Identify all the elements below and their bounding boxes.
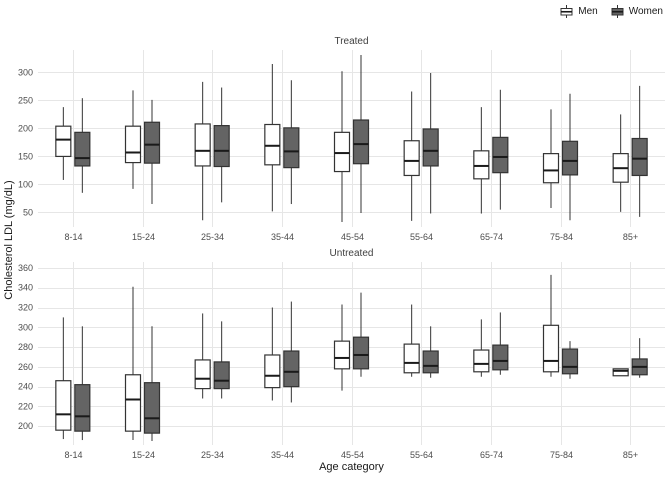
box-men-45-54: [333, 131, 351, 173]
y-axis-title: Cholesterol LDL (mg/dL): [3, 180, 15, 300]
legend-label-men: Men: [578, 6, 598, 17]
y-tick-label: 300: [18, 67, 33, 77]
box-men-8-14: [55, 380, 72, 431]
x-tick-label: 15-24: [132, 450, 155, 460]
y-tick-label: 280: [18, 342, 33, 352]
box-men-65-74: [473, 349, 490, 373]
x-tick-label: 65-74: [480, 450, 503, 460]
box-men-25-34: [194, 359, 211, 390]
x-tick-label: 75-84: [550, 232, 573, 242]
x-tick-label: 25-34: [201, 232, 224, 242]
box-women-15-24: [143, 121, 161, 164]
y-tick-label: 240: [18, 382, 33, 392]
y-tick-label: 360: [18, 263, 33, 273]
legend-entry-women: Women: [610, 4, 663, 19]
y-tick-label: 200: [18, 123, 33, 133]
box-women-55-64: [422, 350, 439, 374]
box-men-35-44: [264, 123, 281, 166]
box-women-45-54: [352, 119, 370, 165]
legend-label-women: Women: [628, 6, 663, 17]
box-women-35-44: [283, 350, 300, 388]
x-tick-label: 55-64: [410, 450, 433, 460]
x-tick-label: 8-14: [64, 232, 82, 242]
box-men-65-74: [473, 150, 490, 180]
box-women-8-14: [74, 131, 91, 167]
x-tick-label: 85+: [623, 450, 638, 460]
box-women-25-34: [213, 361, 230, 390]
box-women-65-74: [492, 136, 509, 174]
box-men-15-24: [124, 125, 142, 164]
y-tick-label: 200: [18, 421, 33, 431]
box-women-45-54: [352, 336, 370, 370]
x-axis-title: Age category: [319, 461, 384, 473]
box-men-75-84: [542, 153, 560, 184]
box-men-25-34: [194, 123, 211, 167]
facet-title-untreated: Untreated: [329, 248, 374, 259]
box-women-75-84: [561, 140, 579, 176]
y-tick-label: 320: [18, 303, 33, 313]
box-men-8-14: [55, 125, 72, 158]
box-women-65-74: [492, 344, 509, 371]
box-women-8-14: [74, 384, 91, 432]
box-women-35-44: [283, 127, 300, 169]
y-tick-label: 150: [18, 151, 33, 161]
x-tick-label: 65-74: [480, 232, 503, 242]
x-tick-label: 75-84: [550, 450, 573, 460]
boxplot-key-women-icon: [611, 5, 624, 18]
y-tick-label: 340: [18, 283, 33, 293]
legend: Men Women: [559, 4, 663, 19]
x-tick-label: 55-64: [410, 232, 433, 242]
x-tick-label: 25-34: [201, 450, 224, 460]
x-tick-label: 85+: [623, 232, 638, 242]
y-tick-label: 50: [23, 207, 33, 217]
box-women-55-64: [422, 128, 439, 167]
box-men-85+: [612, 368, 629, 377]
box-women-25-34: [213, 125, 230, 168]
facet-title-treated: Treated: [334, 36, 369, 47]
y-tick-label: 250: [18, 95, 33, 105]
x-tick-label: 45-54: [341, 450, 364, 460]
box-men-45-54: [333, 340, 351, 370]
box-men-35-44: [264, 354, 281, 389]
y-tick-label: 300: [18, 322, 33, 332]
legend-entry-men: Men: [559, 4, 598, 19]
y-tick-label: 260: [18, 362, 33, 372]
boxplot-key-men-icon: [560, 5, 573, 18]
x-tick-label: 35-44: [271, 450, 294, 460]
x-tick-label: 35-44: [271, 232, 294, 242]
x-tick-label: 45-54: [341, 232, 364, 242]
box-women-15-24: [143, 382, 161, 434]
box-women-75-84: [561, 348, 579, 375]
box-men-15-24: [124, 374, 142, 432]
box-men-55-64: [403, 140, 420, 177]
box-women-85+: [631, 137, 648, 177]
y-tick-label: 100: [18, 179, 33, 189]
box-men-75-84: [542, 324, 560, 373]
x-tick-label: 8-14: [64, 450, 82, 460]
box-men-55-64: [403, 343, 420, 374]
x-tick-label: 15-24: [132, 232, 155, 242]
y-tick-label: 220: [18, 401, 33, 411]
